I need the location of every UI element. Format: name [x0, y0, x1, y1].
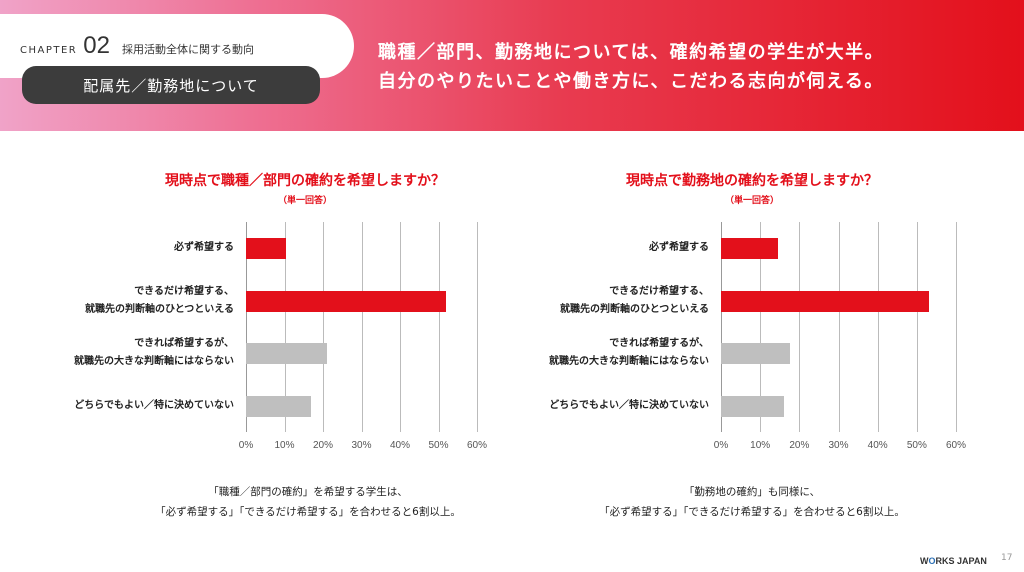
category-label: どちらでもよい／特に決めていない	[549, 399, 709, 411]
x-tick-label: 20%	[789, 440, 810, 451]
bar	[721, 238, 778, 260]
x-tick-label: 40%	[389, 440, 411, 451]
x-tick-label: 10%	[750, 440, 771, 451]
chapter-heading: CHAPTER 02 採用活動全体に関する動向	[20, 32, 254, 60]
chart-title: 現時点で職種／部門の確約を希望しますか？	[165, 173, 445, 189]
category-label: できれば希望するが、 就職先の大きな判断軸にはならない	[549, 338, 709, 368]
bar	[246, 238, 287, 260]
category-label: 必ず希望する	[649, 242, 709, 254]
gridline	[400, 222, 401, 432]
plot-area: 0% 10% 20% 30% 40% 50% 60% 必ず希望するできるだけ希望する、 就職先の…	[74, 222, 487, 451]
headline-line: 職種／部門、勤務地については、確約希望の学生が大半。	[378, 42, 885, 63]
section-title: 配属先／勤務地について	[22, 66, 320, 104]
chart-title: 現時点で勤務地の確約を希望しますか？	[626, 173, 878, 189]
x-tick-label: 0%	[238, 440, 254, 451]
bar	[721, 343, 790, 365]
x-tick-label: 50%	[906, 440, 927, 451]
y-axis-line	[246, 222, 247, 432]
x-tick-label: 60%	[945, 440, 967, 451]
caption-line: 「勤務地の確約」も同様に、	[683, 486, 821, 498]
category-label: どちらでもよい／特に決めていない	[74, 399, 234, 411]
caption-line: 「必ず希望する」「できるだけ希望する」を合わせると6割以上。	[155, 506, 461, 518]
category-label: 必ず希望する	[174, 242, 234, 254]
gridline	[877, 222, 879, 432]
caption-line: 「職種／部門の確約」を希望する学生は、	[208, 486, 408, 498]
chapter-number: 02	[83, 32, 110, 59]
works-japan-logo: WORKS JAPAN	[920, 556, 987, 566]
x-tick-label: 30%	[828, 440, 849, 451]
x-tick-label: 20%	[312, 440, 334, 451]
chart-note: （単一回答）	[724, 196, 780, 206]
plot-area: 0% 10% 20% 30% 40% 50% 60% 必ず希望するできるだけ希望する、 就職先の…	[549, 222, 966, 451]
x-tick-label: 10%	[274, 440, 295, 451]
gridline	[916, 222, 918, 432]
x-tick-label: 40%	[867, 440, 888, 451]
chart-caption: 「職種／部門の確約」を希望する学生は、「必ず希望する」「できるだけ希望する」を合…	[155, 482, 461, 522]
gridline	[799, 222, 801, 432]
x-tick-label: 30%	[351, 440, 372, 451]
gridline	[361, 222, 363, 432]
gridline	[438, 222, 440, 432]
category-label: できるだけ希望する、 就職先の判断軸のひとつといえる	[560, 285, 709, 315]
y-axis-line	[721, 222, 722, 432]
caption-line: 「必ず希望する」「できるだけ希望する」を合わせると6割以上。	[599, 506, 905, 518]
headline: 職種／部門、勤務地については、確約希望の学生が大半。 自分のやりたいことや働き方…	[378, 38, 884, 96]
gridline	[477, 222, 478, 432]
header-banner: CHAPTER 02 採用活動全体に関する動向 配属先／勤務地について 職種／部…	[0, 0, 1024, 131]
chart-note: （単一回答）	[277, 196, 333, 206]
x-tick-label: 60%	[466, 440, 488, 451]
gridline	[284, 222, 286, 432]
bar	[721, 395, 784, 417]
bar	[246, 343, 327, 365]
chart-caption: 「勤務地の確約」も同様に、「必ず希望する」「できるだけ希望する」を合わせると6割…	[599, 482, 905, 522]
chapter-label: CHAPTER	[20, 45, 78, 56]
bar	[246, 395, 312, 417]
x-tick-label: 50%	[428, 440, 449, 451]
chapter-title: 採用活動全体に関する動向	[121, 43, 254, 56]
x-tick-label: 0%	[713, 440, 729, 451]
bar	[246, 290, 447, 312]
bar	[721, 290, 930, 312]
headline-line: 自分のやりたいことや働き方に、こだわる志向が伺える。	[378, 71, 884, 92]
category-label: できれば希望するが、 就職先の大きな判断軸にはならない	[74, 338, 234, 368]
category-label: できるだけ希望する、 就職先の判断軸のひとつといえる	[85, 285, 234, 315]
gridline	[760, 222, 762, 432]
page-number: 17	[1001, 553, 1013, 563]
gridline	[838, 222, 840, 432]
gridline	[323, 222, 324, 432]
gridline	[956, 222, 957, 432]
